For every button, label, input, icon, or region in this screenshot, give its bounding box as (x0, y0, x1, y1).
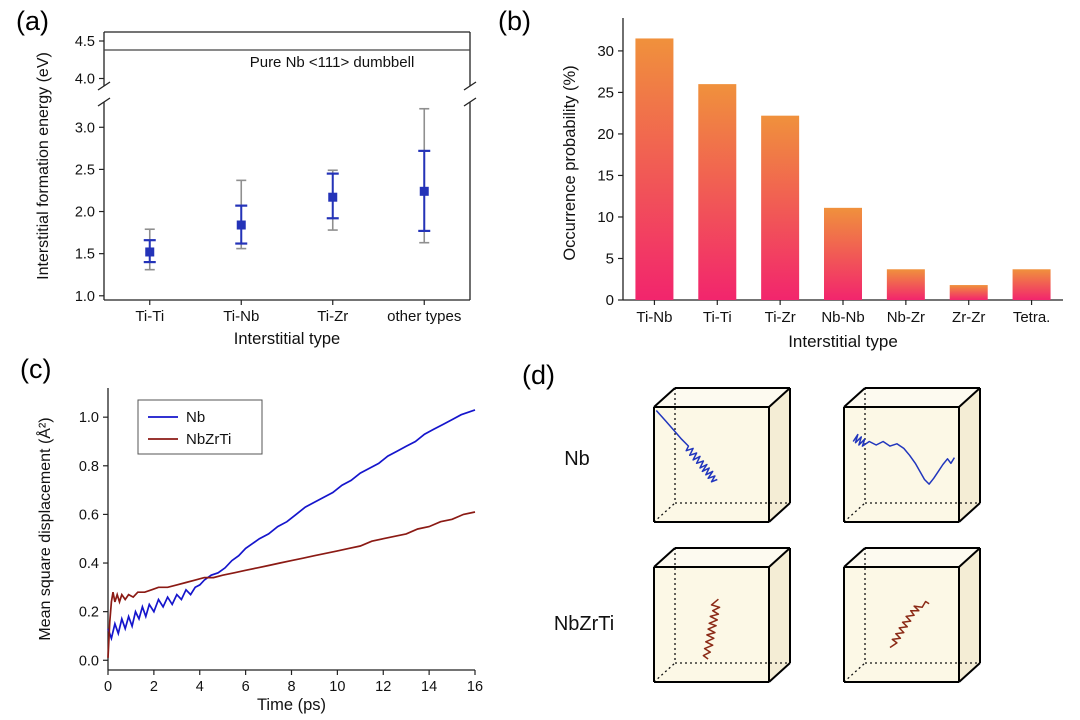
panel-label-c: (c) (20, 354, 52, 384)
reference-line-label: Pure Nb <111> dumbbell (250, 54, 415, 71)
legend-label-NbZrTi: NbZrTi (186, 431, 231, 448)
row-label-Nb: Nb (564, 448, 590, 470)
bar-Nb-Zr (886, 269, 925, 300)
svg-text:Tetra.: Tetra. (1013, 309, 1051, 326)
svg-text:0.0: 0.0 (79, 653, 99, 669)
svg-text:2.0: 2.0 (75, 205, 95, 221)
series-NbZrTi (107, 511, 476, 658)
legend-label-Nb: Nb (186, 409, 205, 426)
svg-text:Ti-Nb: Ti-Nb (636, 309, 672, 326)
svg-text:4.0: 4.0 (75, 72, 95, 88)
svg-text:5: 5 (606, 250, 614, 267)
occurrence-probability-chart: 0 5 10 15 20 25 30 Ti-Nb Ti-Ti Ti-Zr Nb-Nb Nb-Zr Zr-… (561, 18, 1063, 351)
trajectory (655, 410, 718, 483)
svg-text:Ti-Ti: Ti-Ti (703, 309, 732, 326)
simulation-box (653, 387, 791, 523)
bar-Nb-Nb (824, 207, 862, 300)
legend (137, 399, 263, 455)
occurrence-plot: 0 5 10 15 20 25 30 Ti-Nb Ti-Ti Ti-Zr Nb-Nb Nb-Zr Zr-… (561, 18, 1063, 351)
svg-text:Nb-Zr: Nb-Zr (887, 309, 925, 326)
panel-label-a: (a) (16, 6, 49, 36)
svg-text:1.0: 1.0 (79, 410, 99, 426)
svg-text:Zr-Zr: Zr-Zr (952, 309, 985, 326)
data-point-Ti-Zr (328, 192, 338, 202)
trajectory-panel: Nb NbZrTi (554, 387, 981, 683)
y-axis-title: Interstitial formation energy (eV) (35, 52, 52, 280)
panel-label-d: (d) (522, 360, 555, 390)
svg-text:2.5: 2.5 (75, 162, 95, 178)
svg-text:1.5: 1.5 (75, 247, 95, 263)
svg-text:1.0: 1.0 (75, 289, 95, 305)
svg-text:6: 6 (242, 679, 250, 695)
bar-Tetra. (1012, 269, 1051, 300)
y-axis-title: Occurrence probability (%) (561, 65, 579, 260)
row-label-NbZrTi: NbZrTi (554, 613, 614, 635)
svg-text:10: 10 (597, 209, 614, 226)
svg-text:10: 10 (329, 679, 345, 695)
svg-text:Ti-Zr: Ti-Zr (317, 308, 348, 325)
x-axis-title: Interstitial type (788, 332, 898, 351)
trajectory (852, 433, 956, 485)
data-point-Ti-Ti (145, 247, 155, 257)
svg-text:30: 30 (597, 43, 614, 60)
svg-text:2: 2 (150, 679, 158, 695)
svg-text:Ti-Nb: Ti-Nb (223, 308, 259, 325)
svg-text:Ti-Ti: Ti-Ti (135, 308, 164, 325)
data-point-other types (419, 186, 429, 196)
svg-text:0: 0 (104, 679, 112, 695)
bar-Ti-Zr (761, 115, 800, 300)
svg-text:0.2: 0.2 (79, 605, 99, 621)
svg-text:8: 8 (287, 679, 295, 695)
svg-text:0.4: 0.4 (79, 556, 99, 572)
svg-text:Nb-Nb: Nb-Nb (821, 309, 864, 326)
panel-label-b: (b) (498, 6, 531, 36)
svg-text:4: 4 (196, 679, 204, 695)
trajectory (889, 600, 930, 649)
x-axis-title: Time (ps) (257, 696, 326, 714)
svg-text:12: 12 (375, 679, 391, 695)
msd-chart: 0 2 4 6 8 10 12 14 16 0.0 0.2 0.4 0.6 0.8 1.0 Nb NbZrTi T… (35, 388, 483, 714)
data-point-Ti-Nb (236, 220, 246, 230)
svg-text:Ti-Zr: Ti-Zr (765, 309, 796, 326)
simulation-box (843, 547, 981, 683)
bar-Ti-Nb (635, 38, 674, 301)
formation-energy-plot: Pure Nb <111> dumbbell 4.0 4.5 1.0 1.5 2.0 2.5… (35, 31, 477, 348)
simulation-box (843, 387, 981, 523)
bar-Zr-Zr (949, 285, 988, 300)
trajectory (702, 598, 721, 660)
y-axis-title: Mean square displacement (Å²) (35, 417, 54, 640)
svg-text:15: 15 (597, 167, 614, 184)
svg-text:0: 0 (606, 292, 614, 309)
bar-Ti-Ti (698, 84, 737, 300)
svg-text:14: 14 (421, 679, 437, 695)
svg-text:20: 20 (597, 126, 614, 143)
simulation-box (653, 547, 791, 683)
series-Nb (107, 409, 476, 642)
svg-text:other types: other types (387, 308, 461, 325)
svg-text:16: 16 (467, 679, 483, 695)
svg-text:3.0: 3.0 (75, 120, 95, 136)
x-axis-title: Interstitial type (234, 330, 340, 348)
svg-text:0.8: 0.8 (79, 459, 99, 475)
svg-text:25: 25 (597, 84, 614, 101)
svg-text:0.6: 0.6 (79, 507, 99, 523)
msd-plot: 0 2 4 6 8 10 12 14 16 0.0 0.2 0.4 0.6 0.8 1.0 Nb NbZrTi T… (35, 388, 483, 714)
svg-text:4.5: 4.5 (75, 34, 95, 50)
formation-energy-chart: Pure Nb <111> dumbbell 4.0 4.5 1.0 1.5 2.0 2.5… (35, 31, 477, 348)
